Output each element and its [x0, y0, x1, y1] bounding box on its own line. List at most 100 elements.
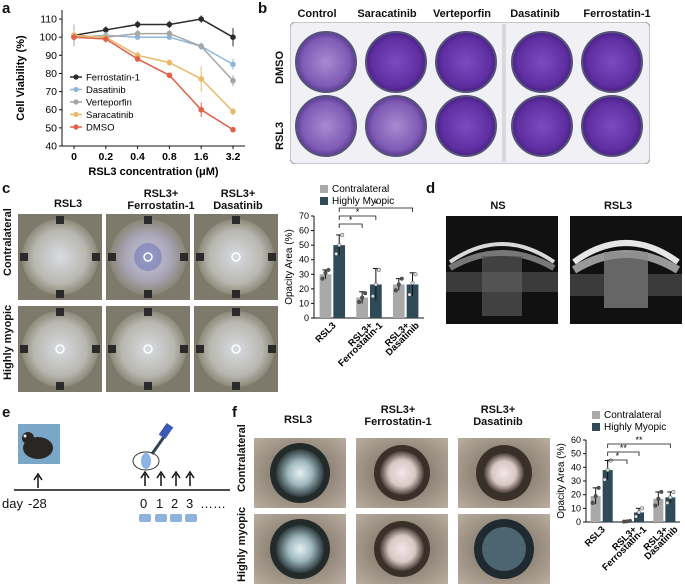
plate-col-label-saracatinib: Saracatinib [357, 8, 417, 20]
significance-label: * [349, 215, 353, 225]
mouse-photo [18, 424, 60, 464]
y-tick-label: 110 [40, 14, 57, 26]
significance-label: ** [636, 435, 644, 445]
plate-col-label-verteporfin: Verteporfin [432, 8, 492, 20]
legend-marker [73, 74, 79, 80]
day-0: 0 [140, 496, 148, 511]
data-point [166, 72, 173, 79]
data-point [393, 288, 398, 293]
data-point [166, 59, 173, 66]
timeline-ellipsis: …… [200, 496, 226, 511]
well [581, 95, 643, 157]
x-tick-label: 1.6 [194, 151, 209, 163]
data-point [596, 485, 601, 490]
series-line [73, 34, 234, 113]
data-point [593, 494, 598, 499]
injection-eye-icon [132, 422, 174, 471]
data-point [634, 514, 639, 519]
panel-label-b: b [258, 0, 268, 17]
y-axis-label: Opacity Area (%) [556, 443, 567, 519]
data-point [410, 281, 415, 286]
bar [319, 274, 332, 318]
bar [590, 496, 601, 522]
well [295, 95, 357, 157]
day-3: 3 [186, 496, 194, 511]
data-point [166, 21, 173, 28]
y-tick-label: 20 [571, 490, 581, 500]
legend-label: Dasatinib [86, 85, 126, 96]
y-tick-label: 60 [571, 435, 581, 445]
legend-marker [73, 99, 79, 105]
data-point [370, 294, 375, 299]
oct-image-rsl3 [570, 216, 682, 324]
bar [370, 284, 382, 318]
eye-col-label-ferrostatin: RSL3+ Ferrostatin-1 [364, 404, 432, 428]
eye-row-label-contralateral: Contralateral [236, 424, 248, 492]
plate-row-label-rsl3: RSL3 [274, 121, 286, 150]
panel-label-a: a [2, 0, 11, 17]
bar [634, 512, 645, 522]
legend-label: Verteporfin [86, 98, 132, 109]
data-point [637, 510, 642, 515]
data-point [198, 16, 204, 22]
day-1: 1 [156, 496, 164, 511]
y-tick-label: 0 [576, 517, 581, 527]
significance-bracket [338, 215, 377, 220]
well [435, 95, 497, 157]
series-line [73, 36, 234, 131]
data-point [376, 267, 381, 272]
panel-label-f: f [232, 404, 237, 421]
lens-row-label-contralateral: Contralateral [2, 208, 14, 276]
panel-label-c: c [2, 180, 11, 197]
camera-icons [139, 514, 197, 522]
oct-label-ns: NS [490, 200, 506, 212]
bar [665, 497, 676, 522]
lens-col-label-ferrostatin: RSL3+ Ferrostatin-1 [127, 188, 195, 212]
data-point [134, 56, 141, 62]
well [435, 31, 497, 93]
bar [356, 297, 368, 318]
data-point [230, 77, 236, 84]
significance-label: * [356, 207, 360, 217]
y-tick-label: 70 [45, 86, 57, 98]
data-point [373, 282, 378, 287]
y-tick-label: 70 [299, 211, 309, 221]
x-tick-label: 3.2 [226, 151, 241, 163]
legend-label: Highly Myopic [332, 196, 394, 207]
day-label: day [2, 496, 23, 511]
significance-label: ** [620, 443, 628, 453]
y-tick-label: 80 [45, 68, 57, 80]
bar [406, 284, 419, 318]
well [365, 31, 427, 93]
y-tick-label: 90 [45, 50, 57, 62]
data-point [230, 34, 236, 40]
eye-row-label-highly-myopic: Highly myopic [236, 506, 248, 582]
lens-photos [18, 214, 278, 392]
day-2: 2 [171, 496, 179, 511]
well [511, 31, 573, 93]
data-point [396, 282, 401, 287]
data-point [198, 106, 204, 113]
data-point [230, 108, 236, 115]
eye-photo-grid: RSL3 RSL3+ Ferrostatin-1 RSL3+ Dasatinib… [232, 404, 554, 586]
legend-swatch [592, 411, 600, 419]
data-point [407, 292, 412, 297]
y-tick-label: 0 [304, 313, 309, 323]
x-axis-label: RSL3 concentration (μM) [88, 166, 219, 178]
significance-label: * [616, 451, 620, 461]
lens-col-label-dasatinib: RSL3+ Dasatinib [213, 188, 263, 212]
significance-bracket [607, 451, 640, 456]
data-point [671, 489, 676, 494]
legend-label: Contralateral [332, 184, 389, 195]
eye-photo [254, 514, 346, 584]
eye-col-label-dasatinib: RSL3+ Dasatinib [473, 404, 523, 428]
y-tick-label: 50 [299, 240, 309, 250]
data-point [413, 272, 418, 277]
x-tick-label: 0.8 [162, 151, 177, 163]
data-point [653, 503, 658, 508]
y-axis-label: Opacity Area (%) [284, 229, 295, 305]
x-tick-label: 0.4 [130, 151, 145, 163]
well-plate-image [290, 22, 650, 164]
y-tick-label: 50 [571, 449, 581, 459]
